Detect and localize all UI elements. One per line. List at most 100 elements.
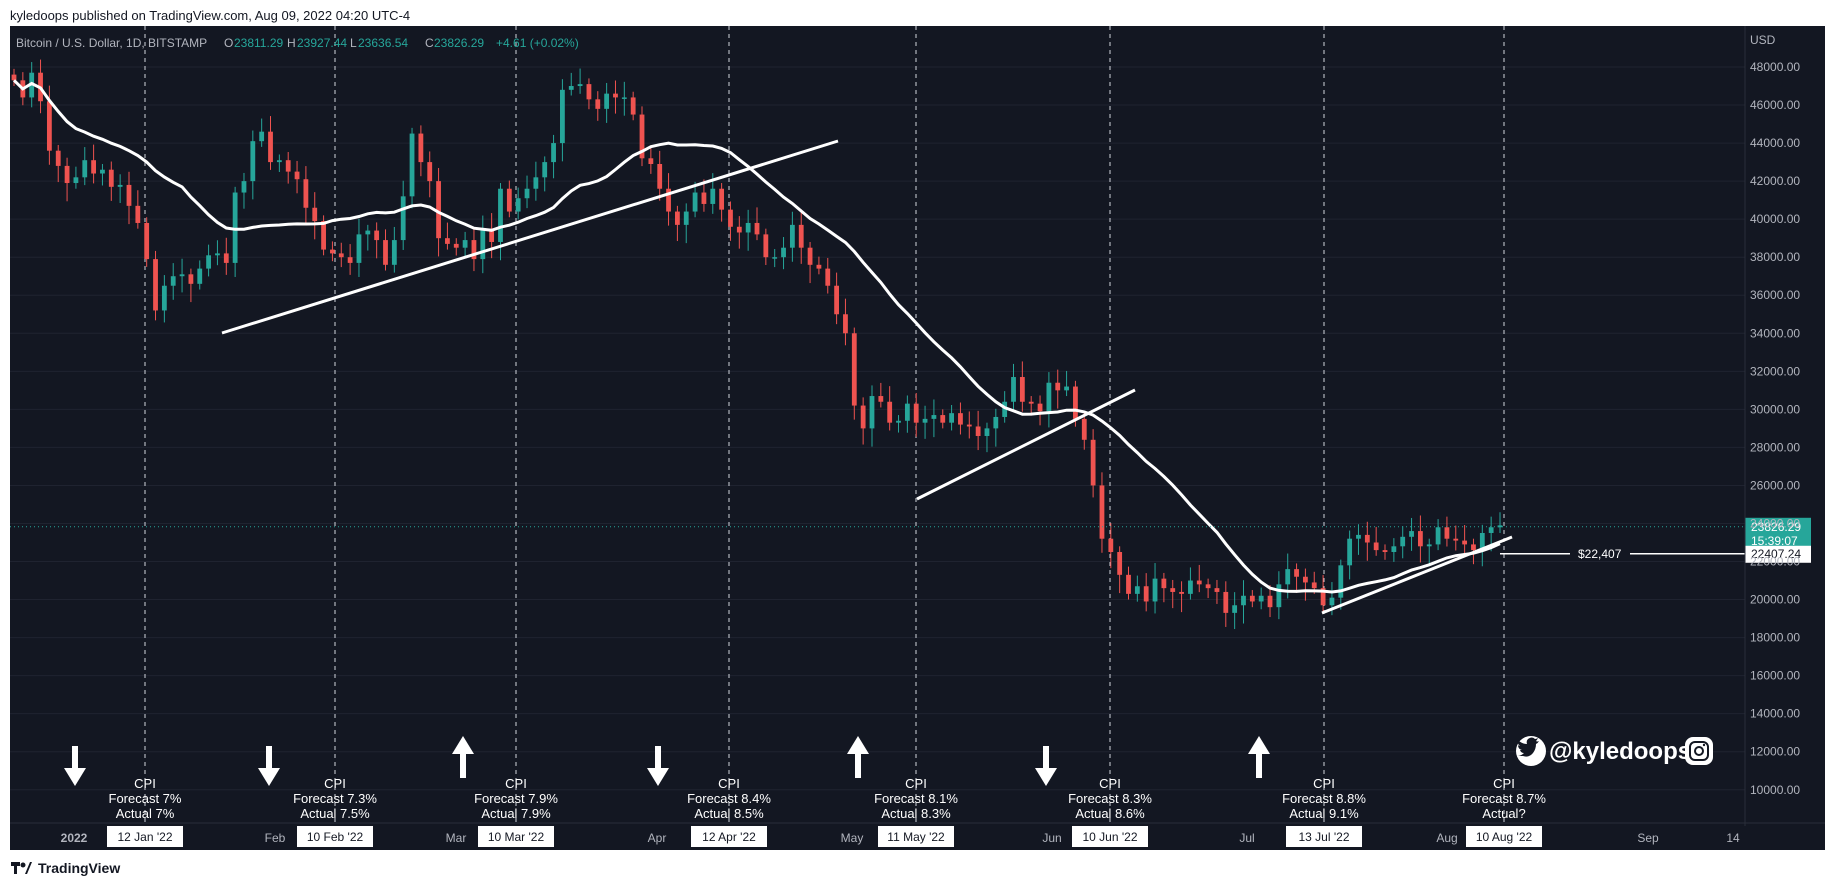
cpi-forecast: Forecast 8.3% <box>1068 791 1152 806</box>
y-tick-label: 38000.00 <box>1750 250 1800 264</box>
grid <box>10 66 1745 791</box>
cpi-date-box <box>1286 826 1362 847</box>
candle-body <box>772 257 778 259</box>
candle-body <box>294 171 300 180</box>
candle-body <box>754 222 760 235</box>
candle-body <box>1073 386 1078 419</box>
cpi-date-box <box>297 826 373 847</box>
candle-body <box>241 181 247 193</box>
y-tick-label: 44000.00 <box>1750 136 1800 150</box>
candle-body <box>630 97 636 115</box>
candle-body <box>1081 418 1087 440</box>
candle-body <box>480 228 486 260</box>
candle-body <box>860 405 866 429</box>
y-tick-label: 32000.00 <box>1750 364 1800 378</box>
candle-body <box>701 192 707 204</box>
trendline <box>1321 535 1513 615</box>
arrow-up-icon <box>1256 750 1262 778</box>
cpi-actual: Actual 9.1% <box>1289 806 1359 821</box>
candle-body <box>834 285 840 315</box>
candle-body <box>1373 542 1379 551</box>
publish-header: kyledoops published on TradingView.com, … <box>10 8 411 23</box>
x-month-label: Aug <box>1436 831 1457 845</box>
candle-body <box>613 93 618 98</box>
tradingview-logo-text: TradingView <box>38 860 121 876</box>
candle-body <box>1400 536 1406 547</box>
candle-body <box>259 131 265 142</box>
candle-body <box>1320 588 1326 606</box>
candle-body <box>931 415 937 419</box>
cpi-label: CPI <box>1493 776 1515 791</box>
close-value: 23826.29 <box>434 36 484 50</box>
candle-body <box>338 253 344 258</box>
high-value: 23927.44 <box>297 36 347 50</box>
candle-body <box>471 240 477 260</box>
candle-body <box>869 396 875 429</box>
candle-body <box>64 165 70 184</box>
candle-body <box>798 224 804 248</box>
candle-body <box>958 413 963 425</box>
candle-body <box>1241 595 1246 606</box>
y-tick-label: 26000.00 <box>1750 478 1800 492</box>
candle-body <box>400 196 406 241</box>
candle-body <box>577 84 583 87</box>
candle-body <box>1232 605 1238 613</box>
y-tick-label: 16000.00 <box>1750 669 1800 683</box>
candle-body <box>896 420 901 423</box>
cpi-label: CPI <box>718 776 740 791</box>
candle-body <box>462 240 468 248</box>
candle-body <box>966 424 972 427</box>
candle-body <box>1170 588 1176 592</box>
cpi-date-label: 10 Aug '22 <box>1476 830 1533 844</box>
candle-body <box>1426 544 1432 547</box>
candle-body <box>1258 595 1264 602</box>
x-month-label: Jun <box>1042 831 1061 845</box>
arrow-up-icon <box>855 750 861 778</box>
watermark-handle: @kyledoops <box>1549 738 1691 765</box>
candle-body <box>179 274 185 277</box>
candle-body <box>330 249 335 254</box>
trendline <box>221 139 839 335</box>
candle-body <box>73 177 79 184</box>
cpi-date-lines <box>144 26 1505 823</box>
arrow-down-icon <box>1043 746 1049 774</box>
y-tick-label: 40000.00 <box>1750 212 1800 226</box>
candle-body <box>1329 597 1335 606</box>
tradingview-logo[interactable]: TradingView <box>10 860 120 876</box>
candle-body <box>436 181 441 239</box>
candle-body <box>1276 584 1282 608</box>
price-axis[interactable]: USD 48000.00 46000.00 44000.00 42000.00 40000… <box>1744 26 1800 826</box>
candle-body <box>506 188 512 212</box>
y-tick-label: 22000.00 <box>1750 555 1800 569</box>
candle-body <box>1444 527 1450 539</box>
candle-body <box>365 230 371 235</box>
time-axis[interactable]: 2022 Feb Mar Apr May Jun Jul Aug Sep 14 <box>10 822 1825 845</box>
candle-body <box>878 396 884 402</box>
candle-body <box>1453 538 1459 541</box>
cpi-actual: Actual 8.6% <box>1075 806 1145 821</box>
candle-body <box>515 198 521 212</box>
x-month-label: May <box>841 831 864 845</box>
x-month-label: Sep <box>1637 831 1659 845</box>
candle-body <box>719 188 725 210</box>
candle-body <box>312 207 318 222</box>
candle-body <box>1364 534 1370 543</box>
change-value: +4.61 (+0.02%) <box>496 36 579 50</box>
candle-body <box>683 211 689 225</box>
candle-body <box>1046 382 1052 412</box>
x-month-label: 14 <box>1726 831 1740 845</box>
candle-body <box>1090 439 1096 486</box>
cpi-forecast: Forecast 7.3% <box>293 791 377 806</box>
candle-body <box>1382 550 1388 553</box>
cpi-label: CPI <box>134 776 156 791</box>
candle-body <box>1179 591 1184 594</box>
candle-body <box>1134 586 1140 594</box>
symbol-name: Bitcoin / U.S. Dollar, 1D, BITSTAMP <box>16 36 207 50</box>
trendlines <box>221 139 1513 615</box>
current-price-tag <box>1745 517 1811 550</box>
candle-body <box>807 247 813 265</box>
candle-body <box>843 314 848 334</box>
